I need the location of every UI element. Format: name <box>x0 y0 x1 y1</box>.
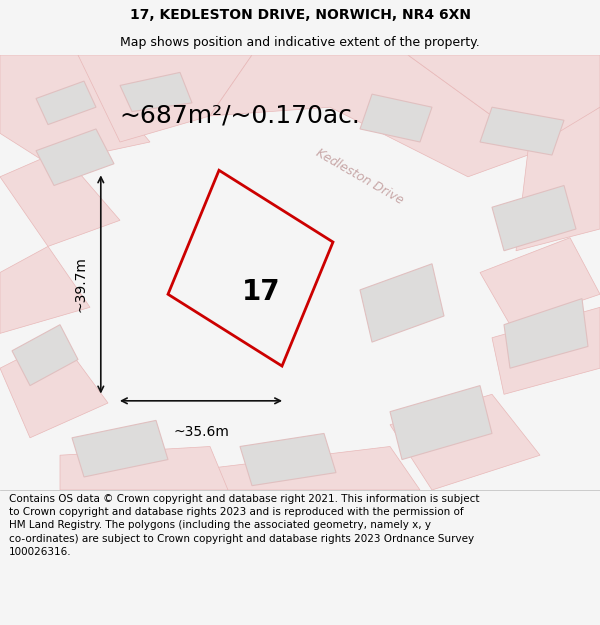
Text: Map shows position and indicative extent of the property.: Map shows position and indicative extent… <box>120 36 480 49</box>
Polygon shape <box>360 264 444 342</box>
Polygon shape <box>72 421 168 477</box>
Text: 17: 17 <box>242 278 280 306</box>
Polygon shape <box>0 55 150 164</box>
Polygon shape <box>480 107 564 155</box>
Polygon shape <box>210 55 540 177</box>
Text: 17, KEDLESTON DRIVE, NORWICH, NR4 6XN: 17, KEDLESTON DRIVE, NORWICH, NR4 6XN <box>130 8 470 22</box>
Polygon shape <box>120 72 192 111</box>
Polygon shape <box>492 308 600 394</box>
Polygon shape <box>12 325 78 386</box>
Polygon shape <box>0 338 108 437</box>
Text: Contains OS data © Crown copyright and database right 2021. This information is : Contains OS data © Crown copyright and d… <box>9 494 479 557</box>
Polygon shape <box>480 238 600 325</box>
Text: ~687m²/~0.170ac.: ~687m²/~0.170ac. <box>119 104 361 128</box>
Polygon shape <box>78 55 252 142</box>
Polygon shape <box>0 246 90 333</box>
Text: Kedleston Drive: Kedleston Drive <box>314 146 406 207</box>
Polygon shape <box>504 299 588 368</box>
Polygon shape <box>0 151 120 246</box>
Text: ~35.6m: ~35.6m <box>173 425 229 439</box>
Polygon shape <box>240 434 336 486</box>
Polygon shape <box>360 94 432 142</box>
Polygon shape <box>492 186 576 251</box>
Text: ~39.7m: ~39.7m <box>74 256 88 312</box>
Polygon shape <box>390 394 540 490</box>
Polygon shape <box>390 386 492 459</box>
Polygon shape <box>36 129 114 186</box>
Polygon shape <box>408 55 600 151</box>
Polygon shape <box>210 446 420 490</box>
Polygon shape <box>60 446 228 490</box>
Polygon shape <box>516 107 600 251</box>
Polygon shape <box>36 81 96 124</box>
